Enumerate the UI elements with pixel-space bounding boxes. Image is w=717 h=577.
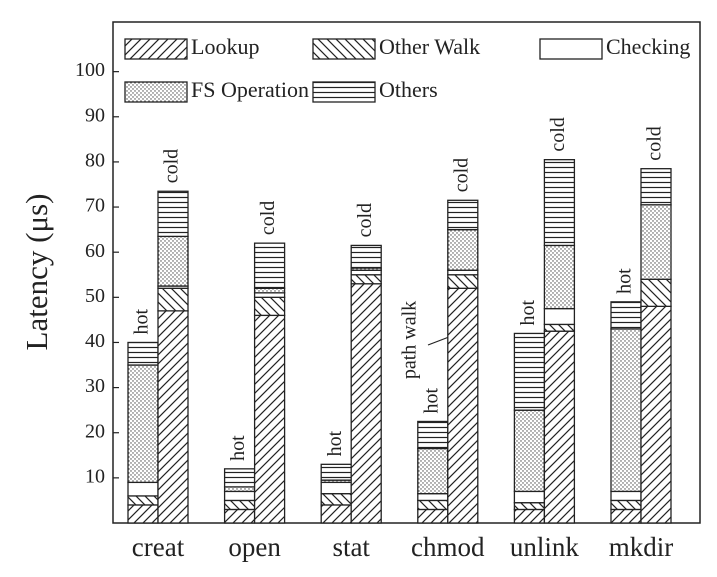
bar-segment	[543, 244, 576, 310]
y-tick-label: 50	[85, 285, 105, 307]
bar-segment	[127, 504, 159, 524]
bar-segment	[640, 168, 672, 206]
bar-segment	[610, 301, 642, 330]
bar-segment	[513, 332, 546, 411]
group-label: hot	[227, 435, 249, 461]
bar-segment	[417, 447, 449, 495]
bar-segment	[513, 409, 546, 493]
bar-segment	[350, 283, 382, 524]
y-tick-label: 10	[85, 465, 105, 487]
group-label: hot	[131, 308, 153, 334]
legend-label: FS Operation	[191, 77, 309, 102]
y-axis-label: Latency (μs)	[19, 194, 54, 351]
bar-segment	[513, 502, 546, 511]
bar-segment	[350, 274, 382, 285]
bar-segment	[543, 307, 576, 326]
group-label: hot	[420, 387, 442, 413]
bar-segment	[640, 305, 672, 524]
bar-segment	[127, 481, 159, 497]
x-tick-label: chmod	[411, 532, 485, 562]
bar-segment	[320, 463, 352, 481]
group-label: cold	[354, 203, 376, 237]
bar-segment	[447, 274, 479, 289]
bar-segment	[253, 296, 286, 317]
bar-segment	[610, 490, 642, 502]
group-label: hot	[324, 430, 346, 456]
bar-segment	[350, 244, 382, 269]
bar-segment	[610, 499, 642, 511]
bar-segment	[157, 235, 189, 287]
x-tick-label: mkdir	[609, 532, 674, 562]
bar-segment	[223, 490, 256, 502]
group-label: hot	[614, 268, 636, 294]
legend-label: Lookup	[191, 34, 259, 59]
annotation: path walk	[399, 301, 421, 379]
bar-segment	[127, 364, 159, 484]
bar-segment	[640, 278, 672, 308]
bar-segment	[253, 314, 286, 524]
bar-segment	[320, 493, 352, 506]
x-tick-label: unlink	[510, 532, 580, 562]
bar-segment	[223, 508, 256, 524]
y-tick-label: 70	[85, 195, 105, 217]
bar-segment	[157, 287, 189, 312]
bar-segment	[223, 499, 256, 511]
bar-segment	[320, 481, 352, 495]
bar-segment	[223, 468, 256, 488]
legend-swatch	[124, 38, 188, 60]
bar-segment	[543, 330, 576, 524]
legend-swatch	[124, 81, 188, 103]
bar-segment	[417, 508, 449, 524]
legend-swatch	[539, 38, 603, 60]
bar-segment	[350, 269, 382, 276]
legend-swatch	[312, 38, 376, 60]
bar-segment	[157, 310, 189, 524]
bar-segment	[513, 490, 546, 504]
bar-segment	[417, 493, 449, 502]
bar-segment	[417, 420, 449, 450]
y-tick-label: 90	[85, 104, 105, 126]
bar-segment	[253, 292, 286, 298]
bar-segment	[447, 287, 479, 524]
x-tick-label: creat	[132, 532, 185, 562]
bar-segment	[157, 190, 189, 238]
y-tick-label: 40	[85, 330, 105, 352]
bar-segment	[543, 323, 576, 332]
legend-label: Checking	[606, 34, 690, 59]
y-tick-label: 100	[75, 59, 105, 81]
x-tick-label: stat	[332, 532, 370, 562]
bar-segment	[610, 328, 642, 493]
group-label: cold	[161, 149, 183, 183]
legend-label: Others	[379, 77, 438, 102]
bar-segment	[447, 199, 479, 231]
legend-label: Other Walk	[379, 34, 480, 59]
bar-segment	[127, 495, 159, 506]
bar-segment	[640, 204, 672, 280]
group-label: hot	[517, 299, 539, 325]
bar-segment	[447, 269, 479, 276]
group-label: cold	[450, 158, 472, 192]
bar-segment	[610, 508, 642, 524]
bar-segment	[253, 287, 286, 294]
bar-segment	[417, 499, 449, 511]
y-tick-label: 20	[85, 420, 105, 442]
bar-segment	[223, 486, 256, 493]
y-tick-label: 80	[85, 150, 105, 172]
bar-segment	[447, 228, 479, 271]
group-label: cold	[644, 126, 666, 160]
bar-segment	[543, 159, 576, 247]
bar-segment	[320, 504, 352, 524]
bar-segment	[127, 341, 159, 366]
legend-swatch	[312, 81, 376, 103]
plot-frame	[112, 21, 701, 524]
x-tick-label: open	[228, 532, 281, 562]
group-label: cold	[257, 201, 279, 235]
bar-segment	[253, 242, 286, 289]
bar-segment	[513, 508, 546, 524]
group-label: cold	[547, 117, 569, 151]
y-tick-label: 30	[85, 375, 105, 397]
y-tick-label: 60	[85, 240, 105, 262]
